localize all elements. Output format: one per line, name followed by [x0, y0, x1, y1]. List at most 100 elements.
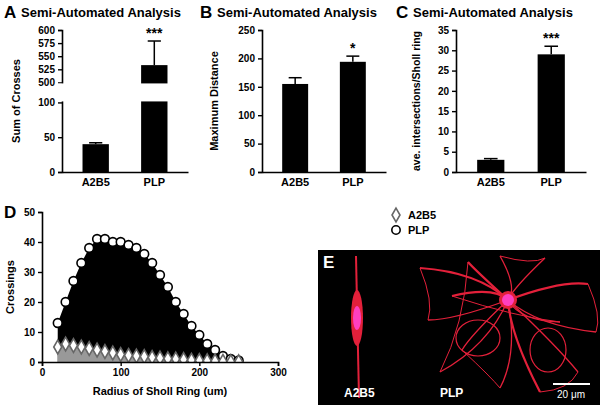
marker [203, 354, 211, 362]
marker [132, 349, 140, 362]
error-bar-stem [154, 41, 156, 65]
x-tick: A2B5 [477, 172, 505, 188]
y-axis-tick-mark [452, 131, 456, 132]
bar [282, 84, 308, 172]
legend-marker [392, 226, 400, 234]
y-axis-tick: 525 [38, 64, 62, 75]
y-axis-tick: 0 [49, 167, 62, 178]
y-axis-line [452, 31, 457, 173]
cell-process [440, 262, 468, 372]
cell-loop [456, 320, 500, 356]
marker [163, 283, 172, 292]
y-axis-tick: 40 [24, 237, 42, 248]
marker [187, 353, 195, 362]
x-tick-label: PLP [144, 176, 165, 188]
x-axis-tick-label: 200 [191, 367, 208, 378]
significance-label: * [350, 40, 356, 56]
y-axis-tick-label: 575 [38, 38, 55, 49]
y-axis-tick-mark [452, 91, 456, 92]
panel-label: D [4, 203, 16, 222]
chart-title: Semi-Automated Analysis [21, 5, 181, 20]
cell-process [500, 256, 545, 261]
y-axis: 050100150200250 [238, 25, 262, 178]
y-axis-tick-label: 30 [438, 45, 450, 56]
cell-process [508, 300, 596, 332]
y-axis-tick: 30 [24, 267, 42, 278]
marker [140, 350, 148, 362]
y-axis-tick-mark [58, 56, 62, 57]
y-axis-tick: 10 [24, 327, 42, 338]
y-axis-tick-mark [38, 272, 42, 273]
cell-process [420, 268, 430, 320]
plot-marks [282, 56, 366, 172]
y-axis-tick: 35 [438, 25, 456, 36]
cell-body [499, 291, 517, 309]
bar [477, 160, 504, 172]
x-axis: A2B5 PLP [457, 172, 587, 188]
x-axis-tick: 0 [40, 362, 46, 378]
y-axis-tick: 5 [443, 146, 456, 157]
y-axis-tick-label: 10 [438, 126, 450, 137]
y-axis-tick-mark [58, 102, 62, 103]
marker [53, 319, 62, 328]
error-bar [346, 56, 359, 62]
y-axis-tick-label: 0 [49, 167, 55, 178]
y-axis-line [38, 213, 43, 363]
y-axis-tick-label: 15 [438, 106, 450, 117]
marker [211, 354, 219, 362]
x-axis-line [63, 172, 189, 174]
plot-marks [477, 46, 565, 172]
y-axis-tick: 50 [244, 138, 262, 149]
marker [140, 250, 149, 259]
legend: A2B5PLP [392, 208, 436, 236]
cell-process [508, 283, 588, 300]
y-axis-title: Crossings [4, 260, 16, 314]
y-axis-tick-mark [258, 115, 262, 116]
y-axis-tick-label: 50 [24, 207, 36, 218]
y-axis-title: Sum of Crosses [10, 59, 22, 143]
y-axis-tick-label: 250 [238, 25, 255, 36]
marker [179, 310, 188, 319]
y-axis-tick-label: 0 [249, 167, 255, 178]
x-axis-tick-mark [120, 362, 121, 366]
x-tick: PLP [144, 172, 165, 188]
x-axis-tick: 300 [270, 362, 287, 378]
marker [219, 354, 227, 362]
error-bar [89, 143, 102, 144]
y-axis-tick-mark [258, 143, 262, 144]
panel-label: B [200, 3, 212, 22]
y-axis-tick: 200 [238, 53, 262, 64]
marker [69, 339, 77, 353]
y-axis-tick: 20 [438, 86, 456, 97]
error-bar-cap [484, 158, 498, 160]
panel-label: C [396, 3, 408, 22]
cell-process [428, 300, 508, 320]
y-axis-tick: 20 [24, 297, 42, 308]
plot-marks [53, 235, 243, 362]
y-axis-tick-label: 50 [244, 138, 256, 149]
x-axis: A2B5PLP [63, 172, 189, 188]
marker [164, 352, 172, 362]
y-axis-tick-mark [58, 172, 62, 173]
x-tick: PLP [541, 172, 562, 188]
y-axis-tick: 600 [38, 25, 62, 36]
area [58, 239, 239, 362]
y-axis-tick-label: 20 [438, 86, 450, 97]
y-axis-tick-label: 10 [24, 327, 36, 338]
cell-process [462, 300, 508, 350]
cell-loop [530, 328, 566, 372]
marker [171, 298, 180, 307]
y-axis-tick: 0 [29, 357, 42, 368]
y-axis-tick-label: 40 [24, 237, 36, 248]
y-axis-tick-mark [58, 30, 62, 31]
x-tick-label: PLP [541, 176, 562, 188]
y-axis-tick-label: 200 [238, 53, 255, 64]
y-axis-tick-mark [258, 30, 262, 31]
cell-process [588, 284, 598, 332]
legend-label: PLP [408, 224, 429, 236]
image-label: A2B5 [344, 386, 375, 400]
y-axis-tick: 30 [438, 45, 456, 56]
y-axis-tick-mark [452, 111, 456, 112]
x-axis-title: Radius of Sholl Ring (um) [93, 385, 228, 397]
y-axis-tick: 100 [238, 110, 262, 121]
